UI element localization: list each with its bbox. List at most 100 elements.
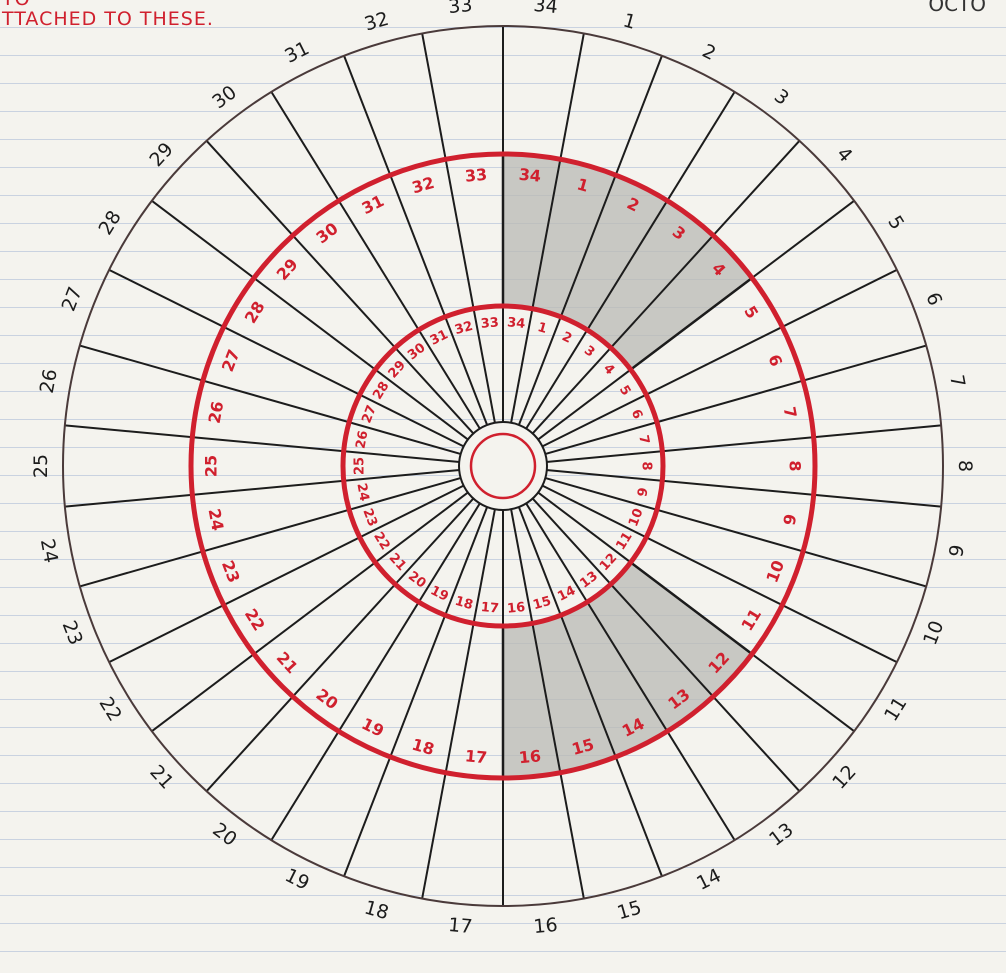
- inner-label-25: 25: [353, 457, 368, 475]
- middle-label-17: 17: [464, 746, 488, 767]
- outer-label-13: 13: [765, 819, 798, 851]
- middle-label-7: 7: [780, 405, 801, 419]
- outer-label-22: 22: [94, 693, 125, 725]
- spoke-line-24: [79, 473, 475, 588]
- hub-red-circle: [469, 432, 537, 500]
- middle-label-20: 20: [312, 685, 341, 714]
- inner-label-11: 11: [613, 530, 635, 553]
- inner-label-20: 20: [405, 569, 428, 592]
- outer-label-26: 26: [36, 367, 62, 395]
- outer-label-24: 24: [36, 537, 62, 565]
- inner-label-28: 28: [370, 379, 392, 402]
- inner-label-9: 9: [635, 486, 651, 498]
- inner-label-10: 10: [626, 507, 647, 529]
- inner-label-18: 18: [453, 594, 475, 613]
- spoke-line-16: [507, 495, 585, 899]
- inner-label-22: 22: [370, 530, 392, 553]
- spoke-line-28: [108, 268, 477, 454]
- inner-label-26: 26: [353, 429, 371, 450]
- spoke-line-12: [526, 483, 855, 732]
- inner-label-33: 33: [480, 315, 499, 332]
- inner-label-12: 12: [597, 551, 620, 574]
- middle-label-8: 8: [786, 460, 805, 471]
- spoke-line-32: [343, 55, 494, 439]
- middle-label-22: 22: [241, 605, 269, 634]
- inner-label-4: 4: [600, 361, 617, 378]
- inner-label-15: 15: [531, 594, 553, 613]
- outer-label-6: 6: [921, 289, 946, 308]
- spoke-line-7: [531, 344, 927, 459]
- spoke-line-11: [529, 478, 898, 664]
- spoke-line-2: [512, 55, 663, 439]
- outer-label-25: 25: [30, 454, 52, 478]
- middle-label-31: 31: [359, 191, 387, 218]
- spoke-line-10: [531, 473, 927, 588]
- inner-label-23: 23: [359, 507, 380, 529]
- middle-ring-red: [188, 151, 818, 781]
- spoke-line-9: [532, 467, 942, 508]
- outer-label-9: 9: [945, 543, 969, 559]
- outer-label-29: 29: [145, 138, 178, 171]
- middle-label-33: 33: [464, 165, 488, 186]
- middle-label-19: 19: [359, 714, 387, 741]
- outer-label-7: 7: [945, 373, 969, 389]
- middle-label-24: 24: [205, 507, 228, 532]
- outer-label-17: 17: [447, 914, 473, 938]
- middle-label-21: 21: [273, 648, 302, 677]
- outer-label-27: 27: [58, 284, 87, 315]
- middle-label-34: 34: [518, 165, 542, 186]
- spoke-line-31: [270, 91, 489, 442]
- outer-label-18: 18: [362, 896, 391, 924]
- spoke-line-1: [507, 33, 585, 437]
- middle-label-32: 32: [410, 173, 437, 197]
- outer-label-28: 28: [94, 207, 125, 239]
- outer-label-31: 31: [281, 37, 312, 67]
- spoke-line-21: [205, 487, 484, 792]
- outer-label-5: 5: [883, 212, 908, 234]
- outer-label-21: 21: [145, 761, 178, 794]
- spoke-line-13: [522, 487, 801, 792]
- middle-label-5: 5: [740, 303, 762, 322]
- inner-label-17: 17: [480, 600, 499, 617]
- inner-label-8: 8: [639, 461, 654, 470]
- spoke-line-20: [270, 490, 489, 841]
- spoke-line-5: [526, 200, 855, 449]
- spoke-line-29: [151, 200, 480, 449]
- inner-label-31: 31: [428, 327, 451, 348]
- note-text: TTACHED TO THESE.: [2, 8, 214, 30]
- outer-label-14: 14: [693, 864, 724, 894]
- middle-label-28: 28: [241, 298, 269, 327]
- inner-label-30: 30: [405, 340, 428, 363]
- inner-label-29: 29: [386, 358, 409, 381]
- outer-label-33: 33: [447, 0, 473, 18]
- inner-label-32: 32: [453, 319, 475, 338]
- spoke-line-14: [517, 490, 736, 841]
- spoke-line-3: [517, 91, 736, 442]
- outer-label-30: 30: [208, 81, 241, 113]
- middle-label-27: 27: [218, 347, 244, 375]
- spoke-line-26: [64, 424, 474, 465]
- middle-label-25: 25: [202, 455, 221, 477]
- rings: [62, 25, 944, 907]
- outer-label-8: 8: [954, 460, 976, 472]
- spoke-line-19: [343, 493, 494, 877]
- spoke-line-18: [421, 495, 499, 899]
- inner-label-6: 6: [628, 407, 645, 421]
- spoke-line-27: [79, 344, 475, 459]
- note-text-partial: TO: [2, 0, 31, 10]
- spoke-line-23: [108, 478, 477, 664]
- middle-label-16: 16: [518, 746, 542, 767]
- middle-label-26: 26: [205, 400, 228, 425]
- outer-label-12: 12: [828, 761, 861, 794]
- corner-text: OCTO: [928, 0, 986, 16]
- spoke-line-15: [512, 493, 663, 877]
- inner-label-24: 24: [353, 482, 371, 503]
- outer-label-34: 34: [533, 0, 559, 18]
- inner-label-34: 34: [506, 315, 525, 332]
- middle-label-1: 1: [575, 174, 591, 195]
- inner-label-19: 19: [428, 583, 451, 604]
- inner-label-16: 16: [506, 600, 525, 617]
- spoke-line-4: [522, 140, 801, 445]
- spoke-line-33: [421, 33, 499, 437]
